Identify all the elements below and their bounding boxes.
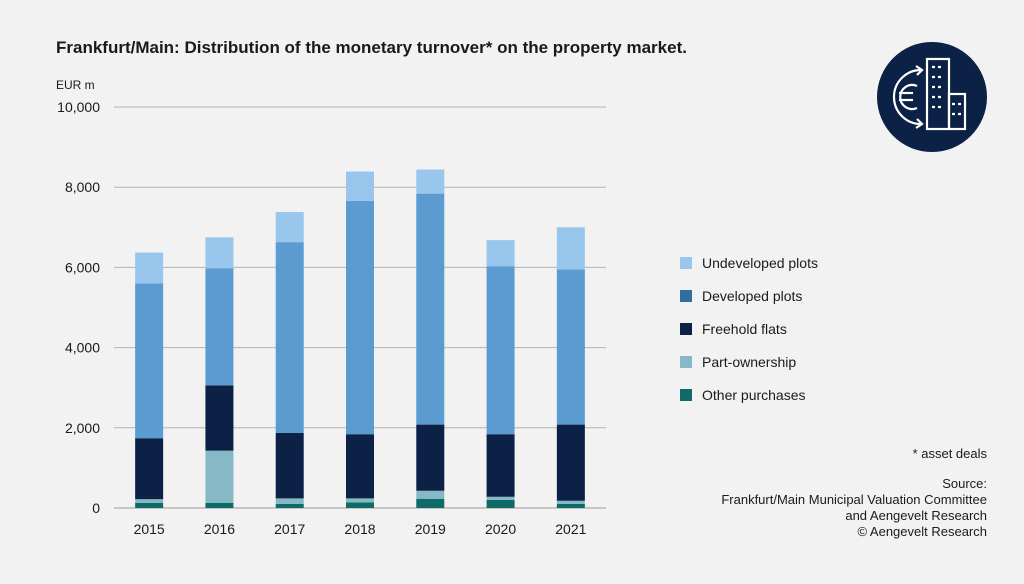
x-tick-label: 2016	[204, 521, 235, 537]
bar-segment-other-purchases	[416, 498, 445, 508]
legend-item-freehold-flats: Freehold flats	[680, 312, 818, 345]
bar-segment-undeveloped-plots	[346, 171, 374, 201]
x-tick-label: 2015	[134, 521, 165, 537]
bar-segment-freehold-flats	[556, 424, 585, 501]
bar-segment-developed-plots	[416, 193, 445, 425]
legend-label: Other purchases	[702, 386, 806, 403]
bar-segment-freehold-flats	[135, 438, 164, 500]
bar-segment-other-purchases	[346, 502, 374, 508]
legend-label: Undeveloped plots	[702, 254, 818, 271]
x-tick-label: 2019	[415, 521, 446, 537]
footnote: * asset deals	[912, 446, 987, 461]
bar-segment-freehold-flats	[205, 385, 234, 451]
bar-segment-part-ownership	[346, 498, 374, 503]
bar-segment-undeveloped-plots	[275, 212, 304, 243]
source-line: © Aengevelt Research	[857, 524, 987, 539]
legend-label: Part-ownership	[702, 353, 797, 370]
x-tick-label: 2021	[555, 521, 586, 537]
euro-building-icon	[877, 42, 987, 152]
legend-swatch	[680, 322, 692, 335]
x-tick-label: 2017	[274, 521, 305, 537]
chart-legend: Undeveloped plots Developed plots Freeho…	[680, 246, 818, 411]
source-line: Source:	[942, 476, 987, 491]
legend-label: Developed plots	[702, 287, 803, 304]
bar-segment-other-purchases	[205, 502, 234, 508]
legend-item-undeveloped-plots: Undeveloped plots	[680, 246, 818, 279]
legend-swatch	[680, 289, 692, 302]
y-axis-label: EUR m	[56, 78, 95, 92]
bar-segment-undeveloped-plots	[205, 237, 234, 269]
y-tick-label: 0	[92, 500, 100, 516]
legend-item-other-purchases: Other purchases	[680, 378, 818, 411]
bar-segment-freehold-flats	[486, 434, 515, 497]
y-tick-label: 6,000	[65, 259, 100, 275]
chart-title: Frankfurt/Main: Distribution of the mone…	[56, 38, 687, 57]
y-tick-label: 10,000	[57, 99, 100, 115]
source-line: Frankfurt/Main Municipal Valuation Commi…	[721, 492, 987, 507]
bar-segment-other-purchases	[135, 502, 164, 508]
legend-item-developed-plots: Developed plots	[680, 279, 818, 312]
bar-segment-other-purchases	[275, 503, 304, 508]
source-line: and Aengevelt Research	[845, 508, 987, 523]
legend-swatch	[680, 388, 692, 401]
bar-segment-undeveloped-plots	[486, 240, 515, 267]
bar-segment-part-ownership	[416, 490, 445, 499]
legend-swatch	[680, 256, 692, 269]
y-tick-label: 4,000	[65, 340, 100, 356]
x-tick-label: 2020	[485, 521, 516, 537]
bar-segment-part-ownership	[486, 496, 515, 500]
bar-segment-freehold-flats	[275, 433, 304, 499]
legend-label: Freehold flats	[702, 320, 787, 337]
bar-segment-part-ownership	[556, 500, 585, 504]
legend-swatch	[680, 355, 692, 368]
bar-segment-part-ownership	[135, 499, 164, 503]
y-tick-label: 2,000	[65, 420, 100, 436]
y-tick-label: 8,000	[65, 179, 100, 195]
bar-segment-part-ownership	[205, 450, 234, 503]
legend-item-part-ownership: Part-ownership	[680, 345, 818, 378]
bar-segment-undeveloped-plots	[135, 252, 164, 284]
bar-segment-developed-plots	[205, 268, 234, 386]
bar-segment-developed-plots	[275, 242, 304, 434]
bar-segment-undeveloped-plots	[416, 169, 445, 194]
bar-segment-developed-plots	[346, 200, 374, 435]
bar-segment-developed-plots	[486, 266, 515, 435]
bar-segment-undeveloped-plots	[556, 227, 585, 270]
x-tick-label: 2018	[344, 521, 375, 537]
source-note: Source: Frankfurt/Main Municipal Valuati…	[721, 476, 987, 540]
bar-segment-part-ownership	[275, 498, 304, 504]
bar-segment-developed-plots	[556, 269, 585, 425]
bar-segment-freehold-flats	[416, 424, 445, 491]
bar-segment-developed-plots	[135, 283, 164, 439]
bar-segment-freehold-flats	[346, 434, 374, 499]
bar-segment-other-purchases	[486, 499, 515, 508]
bar-segment-other-purchases	[556, 503, 585, 508]
